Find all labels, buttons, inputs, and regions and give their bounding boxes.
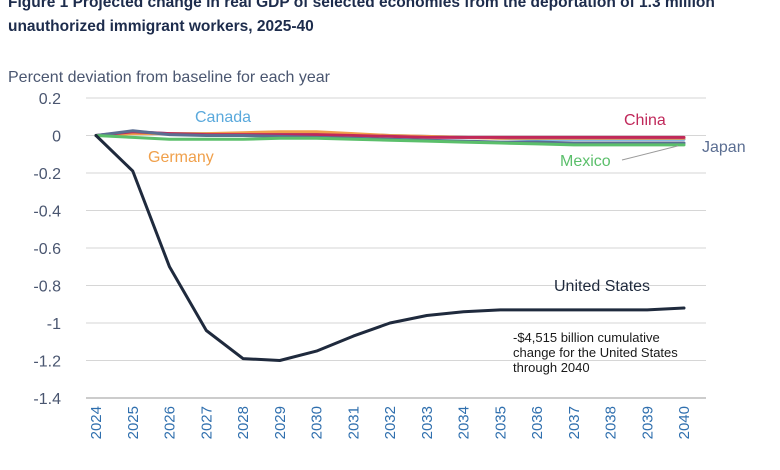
y-tick-label: -0.4 <box>33 204 61 221</box>
x-tick-labels: 2024 2025 2026 2027 2028 2029 2030 2031 2032 2033… <box>88 406 693 439</box>
series-label-canada: Canada <box>195 109 251 126</box>
y-tick-label: 0 <box>52 129 61 146</box>
y-tick-label: -1.2 <box>33 354 61 371</box>
x-tick-label: 2027 <box>198 406 215 439</box>
y-tick-label: 0.2 <box>39 91 61 108</box>
x-tick-label: 2029 <box>272 406 289 439</box>
annotation-line: change for the United States <box>513 345 678 360</box>
x-tick-label: 2026 <box>162 406 179 439</box>
annotation-line: -$4,515 billion cumulative <box>513 330 660 345</box>
chart-title: Figure 1 Projected change in real GDP of… <box>8 0 715 35</box>
series-label-japan: Japan <box>702 139 746 156</box>
series-label-mexico: Mexico <box>560 153 611 170</box>
y-tick-label: -0.2 <box>33 166 61 183</box>
annotation-line: through 2040 <box>513 360 590 375</box>
x-tick-label: 2032 <box>382 406 399 439</box>
series-label-china: China <box>624 112 666 129</box>
x-tick-label: 2039 <box>639 406 656 439</box>
x-tick-label: 2038 <box>603 406 620 439</box>
mexico-leader-line <box>621 145 679 161</box>
x-tick-label: 2033 <box>419 406 436 439</box>
series-label-united-states: United States <box>554 278 650 295</box>
x-tick-label: 2025 <box>125 406 142 439</box>
x-tick-label: 2036 <box>529 406 546 439</box>
x-tick-label: 2030 <box>309 406 326 439</box>
x-tick-label: 2031 <box>345 406 362 439</box>
series-line-mexico <box>94 134 686 147</box>
x-tick-label: 2034 <box>456 406 473 439</box>
y-tick-label: -1.4 <box>33 391 61 408</box>
x-tick-label: 2037 <box>566 406 583 439</box>
y-tick-labels: 0.2 0 -0.2 -0.4 -0.6 -0.8 -1 -1.2 -1.4 <box>33 91 61 408</box>
y-tick-label: -1 <box>47 316 61 333</box>
y-tick-label: -0.8 <box>33 279 61 296</box>
series-lines <box>94 129 686 362</box>
x-tick-label: 2024 <box>88 406 105 439</box>
x-tick-label: 2040 <box>676 406 693 439</box>
x-tick-label: 2028 <box>235 406 252 439</box>
series-line-united-states <box>94 134 686 362</box>
series-label-germany: Germany <box>148 149 214 166</box>
y-axis-label: Percent deviation from baseline for each… <box>8 69 331 86</box>
series-labels: Canada Germany China Japan Mexico United Stat… <box>148 109 746 295</box>
y-tick-label: -0.6 <box>33 241 61 258</box>
x-tick-label: 2035 <box>492 406 509 439</box>
